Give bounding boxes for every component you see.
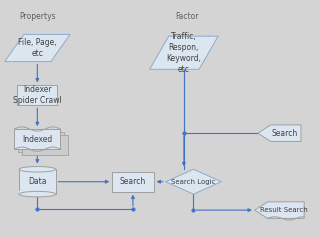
Text: Propertys: Propertys [19,12,56,20]
Text: Factor: Factor [175,12,199,20]
Text: Indexer
Spider Crawl: Indexer Spider Crawl [13,85,62,105]
Polygon shape [165,169,221,194]
FancyBboxPatch shape [19,169,56,194]
Text: Result Search: Result Search [260,207,308,213]
Text: Search: Search [120,177,146,186]
FancyBboxPatch shape [14,129,60,149]
Polygon shape [5,35,70,62]
FancyBboxPatch shape [18,132,64,152]
FancyBboxPatch shape [17,85,57,105]
Text: Search Logic: Search Logic [171,179,216,185]
Polygon shape [255,202,304,218]
Text: Traffic,
Respon,
Keyword,
etc: Traffic, Respon, Keyword, etc [166,32,201,74]
Ellipse shape [19,167,56,172]
Text: Indexed: Indexed [22,135,52,144]
FancyBboxPatch shape [19,191,56,194]
Polygon shape [150,36,218,69]
Text: Search: Search [271,129,297,138]
Text: Data: Data [28,177,47,186]
Polygon shape [258,125,301,141]
Ellipse shape [19,191,56,197]
FancyBboxPatch shape [22,135,68,155]
FancyBboxPatch shape [112,172,154,192]
Text: File, Page,
etc: File, Page, etc [18,38,57,58]
